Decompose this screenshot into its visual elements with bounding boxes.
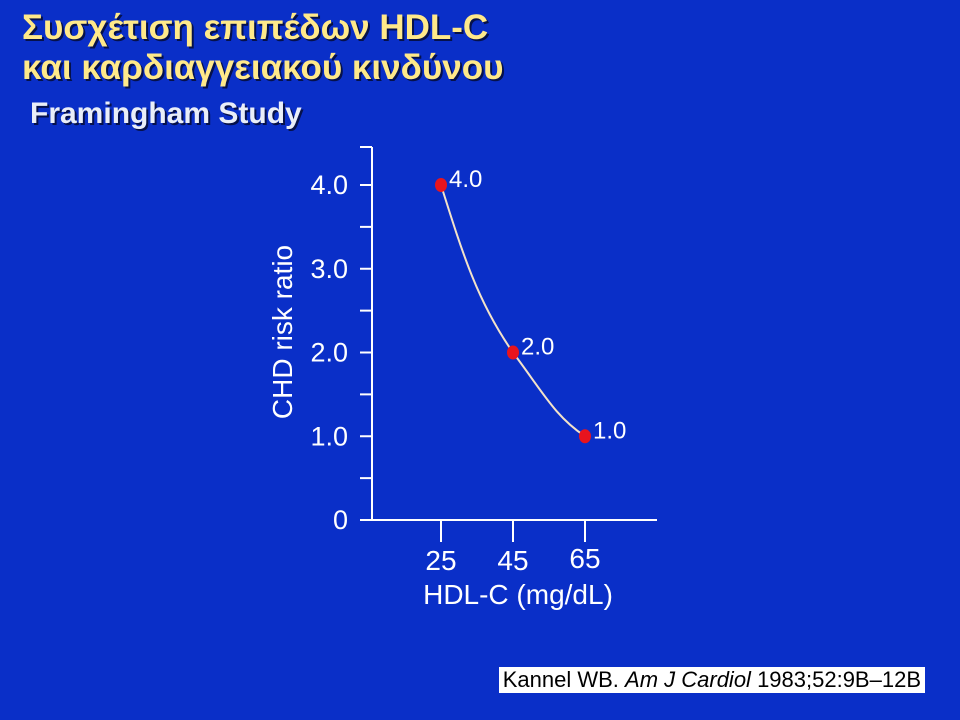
citation-author: Kannel WB. xyxy=(502,667,619,692)
citation-journal: Am J Cardiol xyxy=(625,667,751,692)
slide-subtitle: Framingham Study xyxy=(30,97,302,130)
y-tick-label: 1.0 xyxy=(310,421,348,451)
data-point xyxy=(579,429,591,444)
x-tick-label: 45 xyxy=(497,545,528,576)
y-tick-label: 2.0 xyxy=(310,338,348,368)
data-point xyxy=(435,178,447,192)
x-tick-label: 65 xyxy=(569,543,600,574)
data-label: 4.0 xyxy=(449,166,482,193)
x-tick-label: 25 xyxy=(425,545,456,576)
series-line xyxy=(440,184,586,438)
y-tick-label: 3.0 xyxy=(310,254,348,284)
x-axis-label: HDL-C (mg/dL) xyxy=(423,579,613,610)
title-line-2: και καρδιαγγειακού κινδύνου xyxy=(22,48,504,87)
data-label: 2.0 xyxy=(521,334,554,361)
y-tick-label: 4.0 xyxy=(310,170,348,200)
slide-title: Συσχέτιση επιπέδων HDL-C και καρδιαγγεια… xyxy=(22,8,503,88)
citation: Kannel WB. Am J Cardiol 1983;52:9B–12B xyxy=(498,667,925,693)
data-point xyxy=(507,345,519,360)
y-tick-label: 0 xyxy=(333,505,348,535)
y-axis-label: CHD risk ratio xyxy=(267,245,298,419)
title-line-1: Συσχέτιση επιπέδων HDL-C xyxy=(22,8,489,47)
data-label: 1.0 xyxy=(593,417,626,444)
citation-ref: 1983;52:9B–12B xyxy=(757,667,921,692)
